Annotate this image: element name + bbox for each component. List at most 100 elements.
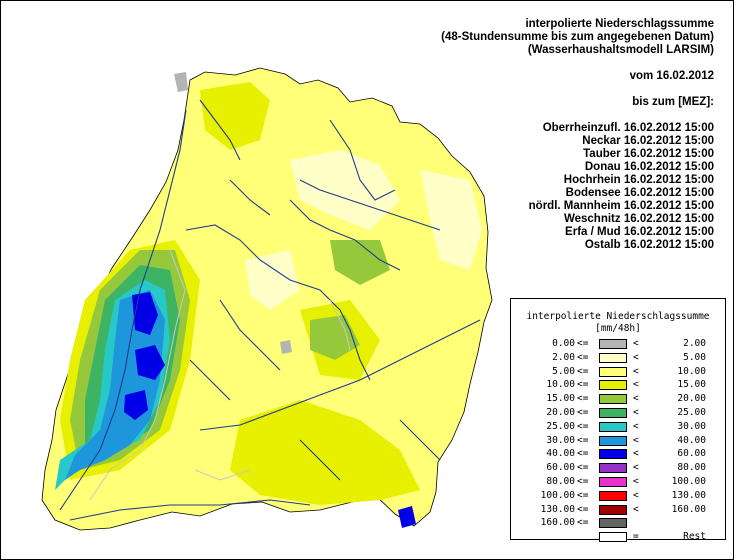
legend-op-low: <= [577, 379, 589, 391]
region-name: Tauber [583, 148, 621, 160]
legend-op-low: <= [577, 365, 589, 377]
legend-swatch [599, 518, 627, 529]
region-name: nördl. Mannheim [528, 200, 621, 212]
region-time: 16.02.2012 15:00 [620, 174, 714, 186]
region-row: Oberrheinzufl. 16.02.2012 15:00 [441, 122, 714, 135]
legend-low-value: 5.00 [552, 365, 575, 377]
legend-high-value: 30.00 [677, 420, 706, 432]
legend-high-value: 80.00 [677, 462, 706, 474]
until-line: bis zum [MEZ]: [632, 96, 714, 108]
legend-op-low: <= [577, 476, 589, 487]
legend-swatch [599, 477, 627, 487]
legend-low-value: 60.00 [546, 462, 575, 474]
region-row: Tauber 16.02.2012 15:00 [441, 148, 714, 161]
legend-row: 20.00 <= <25.00 [511, 406, 725, 419]
river-neckar [185, 224, 371, 381]
legend-title-text: interpolierte Niederschlagssumme [526, 311, 710, 322]
legend-high-value: 130.00 [671, 489, 706, 501]
legend-row: 40.00 <= <60.00 [511, 447, 725, 460]
legend-op-high: < [633, 503, 639, 515]
legend-op-high: < [633, 407, 639, 418]
legend-row: 30.00 <= <40.00 [511, 434, 725, 447]
legend-high-value: 10.00 [677, 365, 706, 377]
legend-op-high: < [633, 489, 639, 501]
catchment-boundaries [89, 249, 351, 501]
legend-swatch [599, 408, 627, 418]
river-tauber [329, 119, 396, 201]
legend-rest-label: Rest [683, 531, 706, 543]
legend-op-high: < [633, 365, 639, 377]
light-zone-east [420, 170, 482, 270]
legend-low-value: 20.00 [546, 407, 575, 418]
legend-swatch [599, 504, 627, 515]
legend-low-value: 2.00 [552, 351, 575, 363]
legend-op-high: < [633, 420, 639, 432]
legend-op-low: <= [577, 351, 589, 363]
legend-row: 10.00 <= <15.00 [511, 378, 725, 391]
legend-title: interpolierte Niederschlagssumme [mm/48h… [511, 311, 725, 335]
region-name: Hochrhein [563, 174, 621, 186]
region-row: Donau 16.02.2012 15:00 [441, 161, 714, 174]
legend-row: 80.00 <= <100.00 [511, 475, 725, 488]
legend-row: 5.00 <= <10.00 [511, 365, 725, 378]
legend-rest-op: = [633, 531, 639, 543]
river-trib-a [199, 99, 241, 161]
legend-op-high: < [633, 393, 639, 405]
region-time: 16.02.2012 15:00 [620, 239, 714, 251]
region-row: Neckar 16.02.2012 15:00 [441, 135, 714, 148]
zone-30-40-west [65, 290, 165, 480]
legend-rest-row: = Rest [511, 530, 725, 543]
legend-op-low: <= [577, 503, 589, 515]
river-trib-d [189, 359, 231, 401]
title-line-3: (Wasserhaushaltsmodell LARSIM) [527, 44, 714, 56]
river-danube [199, 319, 481, 431]
legend-row: 2.00 <= <5.00 [511, 351, 725, 364]
legend-high-value: 100.00 [671, 476, 706, 487]
region-name: Bodensee [565, 187, 621, 199]
region-name: Donau [584, 161, 621, 173]
legend-op-high: < [633, 434, 639, 446]
legend-op-high: < [633, 476, 639, 487]
region-name: Oberrheinzufl. [542, 122, 621, 134]
legend-high-value: 5.00 [683, 351, 706, 363]
river-trib-c [219, 299, 281, 371]
zone-15-20-ne [330, 240, 390, 285]
legend-swatch [599, 449, 627, 460]
legend-low-value: 100.00 [540, 489, 575, 501]
legend-rest-swatch [599, 532, 627, 543]
legend-low-value: 30.00 [546, 434, 575, 446]
legend-op-low: <= [577, 448, 589, 460]
legend-row: 15.00 <= <20.00 [511, 392, 725, 405]
region-name: Neckar [582, 135, 621, 147]
region-row: nördl. Mannheim 16.02.2012 15:00 [441, 200, 714, 213]
legend-low-value: 80.00 [546, 476, 575, 487]
legend-swatch [599, 366, 627, 377]
region-list: Oberrheinzufl. 16.02.2012 15:00 Neckar 16… [441, 122, 714, 252]
region-row: Weschnitz 16.02.2012 15:00 [441, 213, 714, 226]
region-row: Bodensee 16.02.2012 15:00 [441, 187, 714, 200]
river-trib-e [399, 419, 441, 461]
legend-op-high: < [633, 462, 639, 474]
zone-15-20-center [310, 315, 360, 360]
legend-op-low: <= [577, 489, 589, 501]
region-time: 16.02.2012 15:00 [620, 122, 714, 134]
legend-swatch [599, 435, 627, 446]
legend-op-low: <= [577, 407, 589, 418]
region-row: Hochrhein 16.02.2012 15:00 [441, 174, 714, 187]
legend-swatch [599, 490, 627, 501]
zone-10-15-north [200, 82, 270, 150]
legend-low-value: 130.00 [540, 503, 575, 515]
legend-swatch [599, 352, 627, 363]
legend-op-high: < [633, 351, 639, 363]
region-name: Weschnitz [563, 213, 621, 225]
legend-row: 0.00 <= <2.00 [511, 337, 725, 350]
region-name: Erfa / Mud [565, 226, 621, 238]
light-zone-center [245, 250, 300, 310]
legend-high-value: 25.00 [677, 407, 706, 418]
legend-op-low: <= [577, 434, 589, 446]
legend-low-value: 15.00 [546, 393, 575, 405]
region-time: 16.02.2012 15:00 [620, 148, 714, 160]
legend-high-value: 160.00 [671, 503, 706, 515]
title-line-2: (48-Stundensumme bis zum angegebenen Dat… [441, 31, 714, 43]
legend-unit: [mm/48h] [595, 323, 641, 334]
